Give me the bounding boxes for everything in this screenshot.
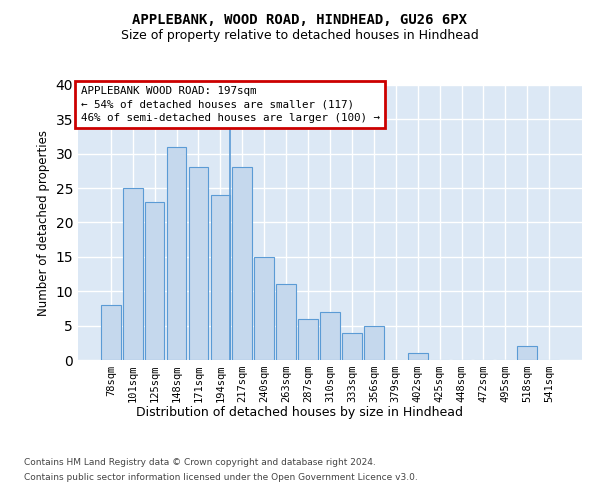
Text: Size of property relative to detached houses in Hindhead: Size of property relative to detached ho… [121,28,479,42]
Bar [276,284,296,360]
Bar [211,195,230,360]
Bar [232,168,252,360]
Bar [145,202,164,360]
Text: APPLEBANK WOOD ROAD: 197sqm
← 54% of detached houses are smaller (117)
46% of se: APPLEBANK WOOD ROAD: 197sqm ← 54% of det… [80,86,380,123]
Bar [254,257,274,360]
Bar [167,147,187,360]
Bar [298,319,318,360]
Bar [408,353,428,360]
Text: Contains HM Land Registry data © Crown copyright and database right 2024.: Contains HM Land Registry data © Crown c… [24,458,376,467]
Y-axis label: Number of detached properties: Number of detached properties [37,130,50,316]
Bar [123,188,143,360]
Bar [364,326,384,360]
Bar [188,168,208,360]
Text: Contains public sector information licensed under the Open Government Licence v3: Contains public sector information licen… [24,473,418,482]
Bar [517,346,537,360]
Text: Distribution of detached houses by size in Hindhead: Distribution of detached houses by size … [137,406,464,419]
Text: APPLEBANK, WOOD ROAD, HINDHEAD, GU26 6PX: APPLEBANK, WOOD ROAD, HINDHEAD, GU26 6PX [133,13,467,27]
Bar [342,332,362,360]
Bar [320,312,340,360]
Bar [101,305,121,360]
